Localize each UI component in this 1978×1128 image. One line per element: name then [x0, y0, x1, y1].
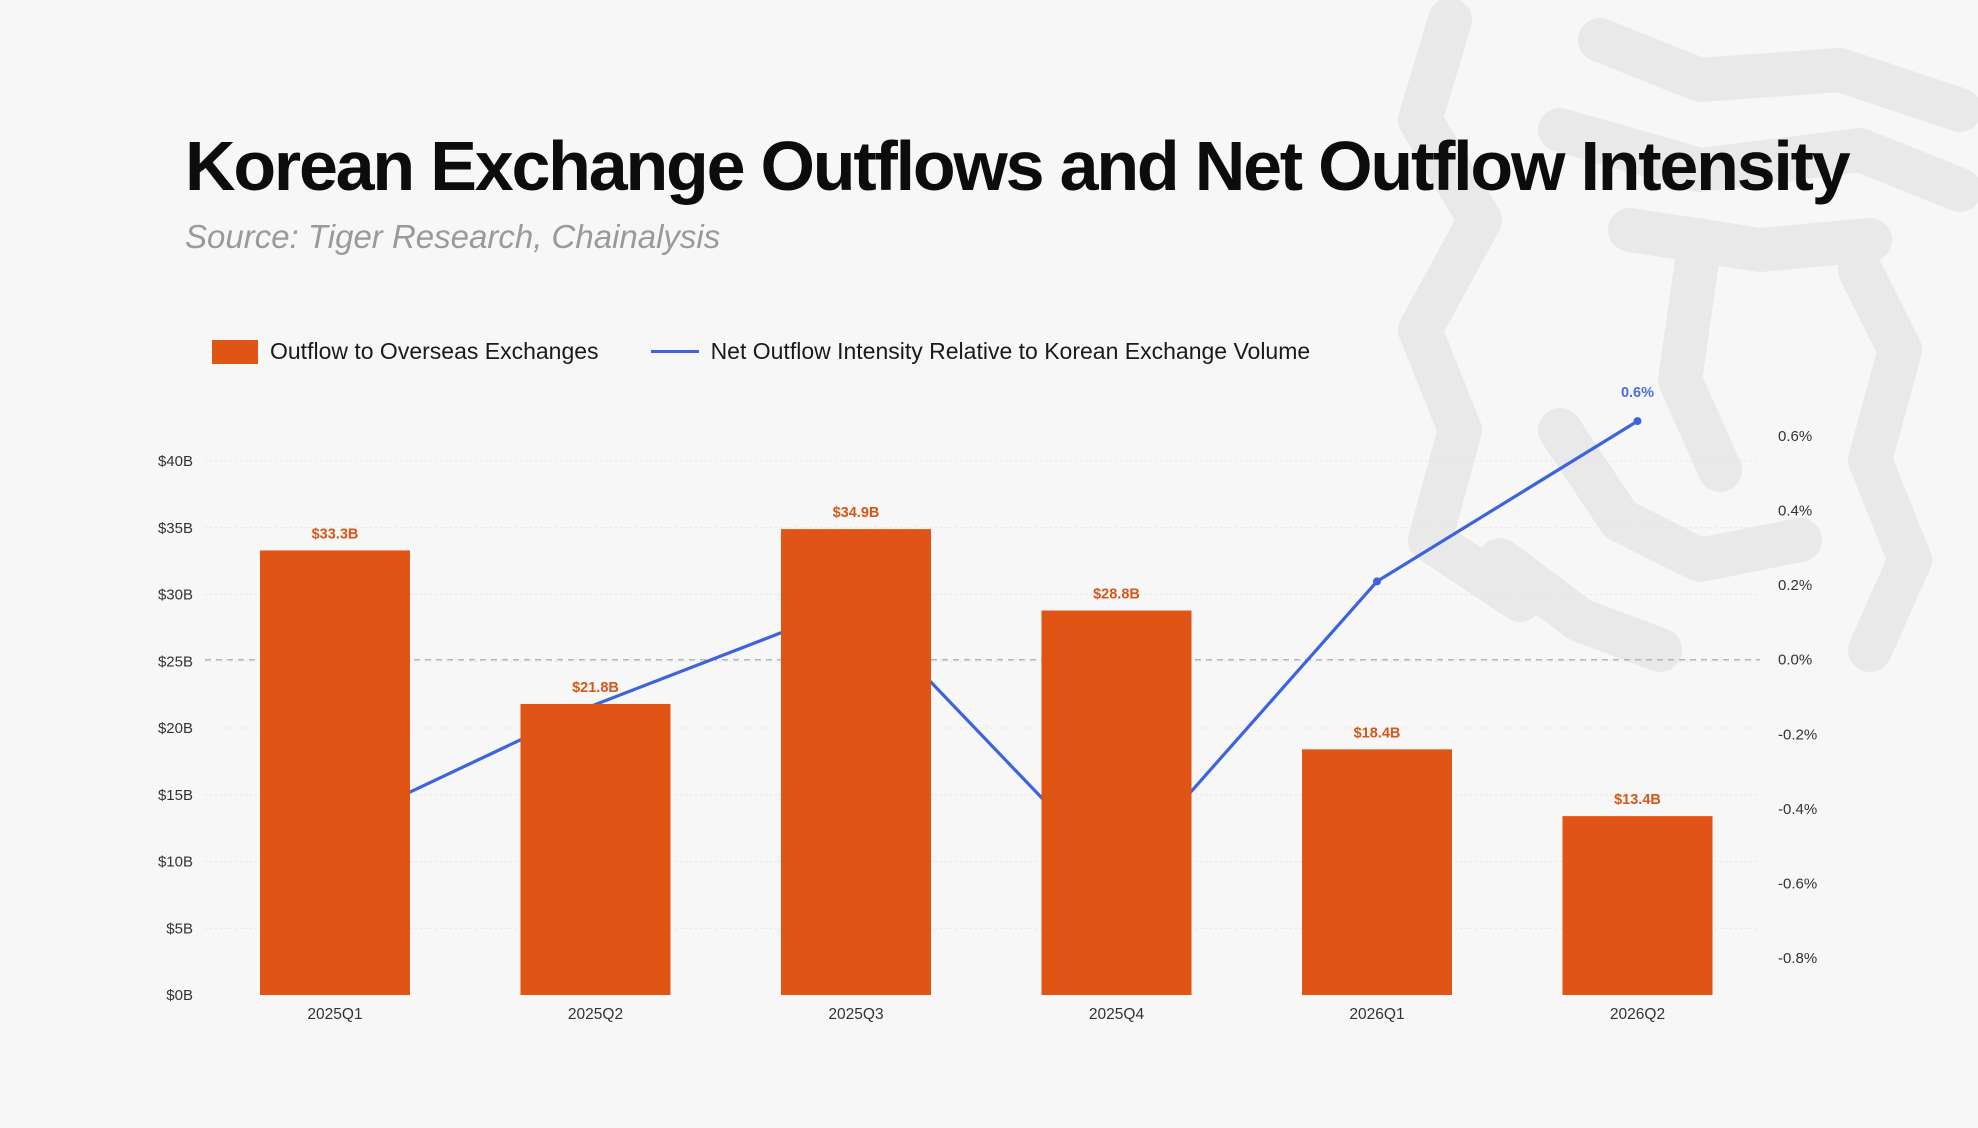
y-right-tick-label: 0.4% — [1778, 503, 1812, 520]
y-left-tick-label: $5B — [166, 920, 193, 937]
y-right-tick-label: -0.2% — [1778, 726, 1817, 743]
legend-label-intensity: Net Outflow Intensity Relative to Korean… — [710, 338, 1311, 364]
y-left-tick-label: $15B — [158, 787, 193, 804]
page-title: Korean Exchange Outflows and Net Outflow… — [185, 127, 1851, 205]
bar-value-label: $34.9B — [833, 505, 880, 521]
y-right-tick-label: 0.0% — [1778, 652, 1812, 669]
x-tick-label: 2025Q3 — [828, 1006, 883, 1023]
legend-swatch-bar — [212, 339, 258, 364]
x-tick-label: 2025Q4 — [1089, 1006, 1145, 1023]
y-right-tick-label: -0.8% — [1778, 950, 1817, 967]
y-left-tick-label: $10B — [158, 854, 193, 871]
y-right-tick-label: -0.6% — [1778, 875, 1817, 892]
bar-2026q2 — [1562, 816, 1713, 995]
bar-2025q4 — [1041, 610, 1192, 995]
bar-value-label: $13.4B — [1614, 792, 1661, 808]
page-subtitle: Source: Tiger Research, Chainalysis — [185, 218, 721, 255]
x-tick-label: 2026Q1 — [1349, 1006, 1404, 1023]
bar-2026q1 — [1302, 749, 1452, 995]
y-right-tick-label: 0.6% — [1778, 428, 1812, 445]
intensity-point — [1633, 417, 1642, 426]
x-tick-label: 2025Q2 — [568, 1006, 623, 1023]
x-tick-label: 2025Q1 — [307, 1006, 362, 1023]
bar-value-label: $18.4B — [1354, 725, 1401, 741]
bar-2025q1 — [260, 550, 410, 995]
legend-label-outflow: Outflow to Overseas Exchanges — [270, 338, 599, 364]
bar-2025q3 — [781, 529, 931, 995]
legend-swatch-line — [650, 350, 699, 353]
y-left-tick-label: $20B — [158, 720, 193, 737]
legend-item-intensity: Net Outflow Intensity Relative to Korean… — [650, 338, 1311, 365]
x-tick-label: 2026Q2 — [1610, 1006, 1665, 1023]
y-right-tick-label: -0.4% — [1778, 801, 1817, 818]
chart-legend: Outflow to Overseas Exchanges Net Outflo… — [212, 338, 1362, 365]
y-left-tick-label: $40B — [158, 453, 193, 470]
bar-value-label: $28.8B — [1093, 587, 1140, 603]
y-right-tick-label: 0.2% — [1778, 577, 1812, 594]
y-left-tick-label: $30B — [158, 587, 193, 604]
intensity-point — [1373, 577, 1381, 586]
legend-item-outflow: Outflow to Overseas Exchanges — [212, 338, 599, 365]
line-value-label: 0.6% — [1621, 385, 1654, 401]
y-left-tick-label: $35B — [158, 520, 193, 537]
bar-value-label: $21.8B — [572, 680, 619, 696]
bar-2025q2 — [520, 703, 671, 995]
y-left-tick-label: $25B — [158, 653, 193, 670]
y-left-tick-label: $0B — [166, 987, 193, 1004]
bar-value-label: $33.3B — [312, 526, 359, 542]
